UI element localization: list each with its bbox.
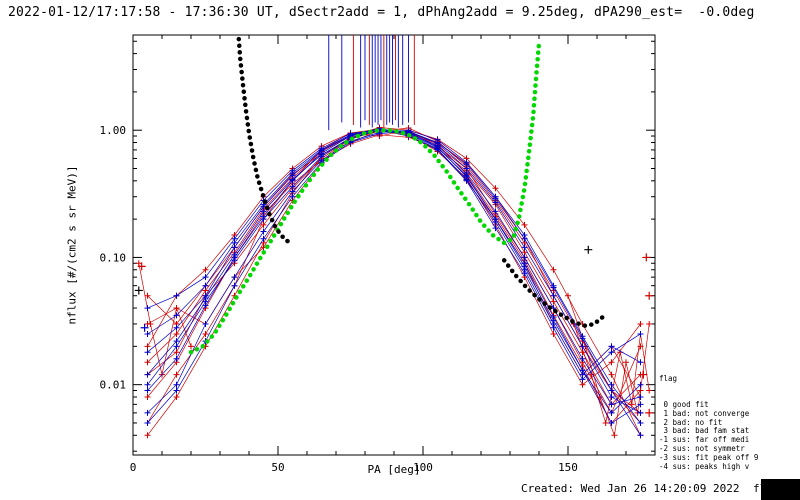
extra-plus-marker — [645, 408, 654, 417]
y-tick-label: 1.00 — [100, 124, 127, 137]
data-series-red — [147, 129, 641, 424]
fit-black-left-curve — [236, 36, 295, 246]
plot-frame — [132, 34, 656, 456]
extra-plus-marker — [645, 291, 654, 300]
bottom-right-box — [761, 479, 800, 500]
plus-markers-blue — [144, 127, 644, 426]
plus-markers-red — [144, 131, 644, 408]
data-series-red — [147, 129, 641, 424]
legend-item: 3 bad: bad fam stat — [659, 426, 750, 436]
flag-legend: flag 0 good fit 1 bad: not converge 2 ba… — [659, 357, 800, 489]
plus-markers-blue — [144, 125, 644, 416]
data-series-blue — [147, 129, 641, 380]
extra-plus-marker — [584, 245, 593, 254]
flag-legend-items: 0 good fit 1 bad: not converge 2 bad: no… — [659, 399, 800, 471]
data-series-blue — [147, 129, 641, 424]
x-tick-label: 0 — [130, 461, 137, 474]
plot-title: 2022-01-12/17:17:58 - 17:36:30 UT, dSect… — [8, 5, 755, 20]
fit-green-curve — [188, 41, 542, 355]
extra-plus-marker — [140, 323, 149, 332]
x-axis-label: PA [deg] — [367, 463, 421, 476]
data-series-blue — [147, 130, 641, 436]
plus-markers-blue — [144, 126, 644, 383]
legend-item: 1 bad: not converge — [659, 408, 750, 418]
plus-markers-blue — [144, 127, 644, 426]
data-series-red — [138, 263, 192, 375]
extra-plus-marker — [639, 370, 648, 379]
extra-plus-marker — [134, 286, 143, 295]
data-series-blue — [147, 128, 641, 414]
y-tick-label: 0.01 — [100, 379, 127, 392]
x-tick-label: 100 — [413, 461, 433, 474]
created-timestamp: Created: Wed Jan 26 14:20:09 2022 — [521, 482, 740, 495]
plus-markers-blue — [144, 127, 644, 416]
data-series-red — [147, 127, 641, 436]
fit-black-right-curve — [501, 258, 606, 329]
legend-item: -1 sus: far off medi — [659, 435, 750, 445]
data-layer — [134, 35, 654, 439]
y-axis-label: nflux [#/(cm2 s sr MeV)] — [65, 165, 79, 325]
plus-markers-blue — [144, 126, 644, 378]
extra-plus-marker — [642, 253, 651, 262]
data-series-red — [147, 129, 641, 436]
legend-item: 0 good fit — [659, 399, 709, 409]
plus-markers-red — [144, 126, 644, 388]
data-series-blue — [147, 129, 641, 414]
plus-markers-red — [565, 292, 653, 439]
data-series-blue — [147, 130, 641, 405]
x-tick-label: 50 — [271, 461, 284, 474]
plus-markers-red — [144, 124, 644, 416]
extra-plus-marker — [137, 262, 146, 271]
data-series-blue — [147, 129, 641, 424]
plus-markers-red — [144, 127, 644, 426]
plus-markers-red — [144, 127, 644, 400]
x-tick-label: 150 — [558, 461, 578, 474]
data-series-red — [147, 127, 641, 414]
legend-item: -2 sus: not symmetr — [659, 443, 745, 453]
legend-item: -4 sus: peaks high v — [659, 461, 750, 471]
flag-legend-title: flag — [659, 373, 678, 383]
plus-markers-red — [144, 127, 644, 426]
legend-item: -3 sus: fit peak off 9 — [659, 452, 759, 462]
y-tick-label: 0.10 — [100, 251, 127, 264]
legend-item: 2 bad: no fit — [659, 417, 723, 427]
